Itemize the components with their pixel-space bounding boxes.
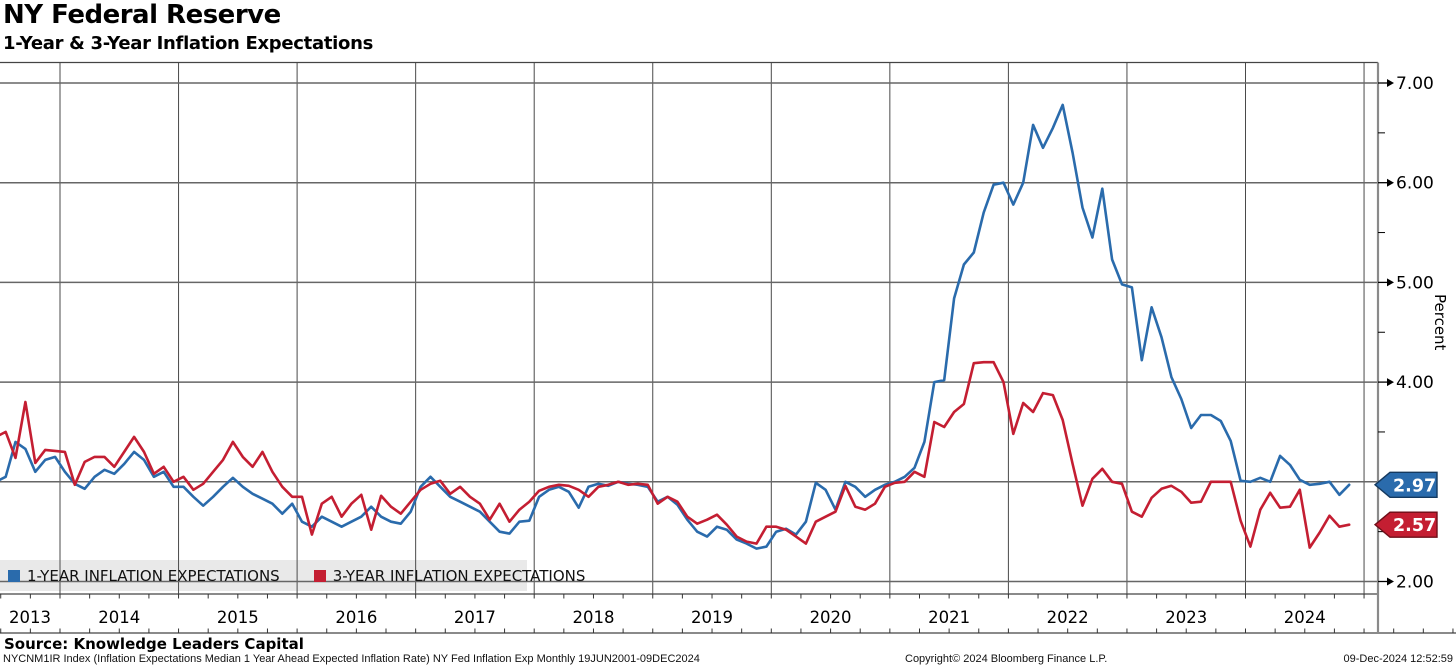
timestamp: 09-Dec-2024 12:52:59 [1343, 653, 1453, 665]
badge-value-1year: 2.97 [1393, 476, 1436, 496]
y-tick-arrow-icon [1387, 378, 1394, 387]
y-tick-arrow-icon [1387, 278, 1394, 287]
legend-background [0, 560, 527, 591]
chart-subtitle: 1-Year & 3-Year Inflation Expectations [3, 33, 373, 54]
legend-item-3year: 3-YEAR INFLATION EXPECTATIONS [313, 566, 586, 585]
legend-label-3year: 3-YEAR INFLATION EXPECTATIONS [332, 566, 586, 585]
year-label: 2016 [335, 608, 377, 627]
y-tick-label: 5.00 [1396, 273, 1434, 293]
year-label: 2024 [1284, 608, 1326, 627]
y-tick-arrow-icon [1387, 178, 1394, 187]
legend-swatch-3year-icon [313, 569, 326, 582]
legend-item-1year: 1-YEAR INFLATION EXPECTATIONS [8, 567, 280, 585]
year-label: 2017 [454, 608, 496, 627]
y-tick-label: 4.00 [1396, 373, 1434, 393]
y-axis-title: Percent [1431, 294, 1449, 351]
year-label: 2020 [810, 608, 852, 627]
page-title: NY Federal Reserve [3, 0, 281, 30]
year-label: 2021 [928, 608, 970, 627]
y-tick-arrow-icon [1387, 577, 1394, 586]
last-value-badge-3year [1373, 511, 1438, 538]
year-label: 2019 [691, 608, 733, 627]
year-label: 2018 [572, 608, 614, 627]
year-label: 2015 [217, 608, 259, 627]
last-value-badge-1year [1373, 471, 1438, 498]
y-tick-label: 6.00 [1396, 174, 1434, 194]
y-tick-label: 2.00 [1396, 573, 1434, 593]
series-line-1year [0, 103, 1351, 550]
year-label: 2023 [1165, 608, 1207, 627]
legend: 1-YEAR INFLATION EXPECTATIONS 3-YEAR INF… [0, 560, 585, 591]
y-tick-label: 7.00 [1396, 74, 1434, 94]
year-label: 2022 [1047, 608, 1089, 627]
year-label: 2013 [9, 608, 51, 627]
series-line-3year [0, 360, 1351, 549]
ticker-description: NYCNM1IR Index (Inflation Expectations M… [3, 653, 700, 665]
y-tick-arrow-icon [1387, 79, 1394, 87]
year-label: 2014 [98, 608, 140, 627]
copyright-note: Copyright© 2024 Bloomberg Finance L.P. [905, 653, 1108, 665]
legend-label-1year: 1-YEAR INFLATION EXPECTATIONS [27, 566, 280, 585]
source-note: Source: Knowledge Leaders Capital [4, 635, 304, 653]
legend-swatch-1year-icon [8, 569, 20, 582]
badge-value-3year: 2.57 [1393, 516, 1436, 536]
